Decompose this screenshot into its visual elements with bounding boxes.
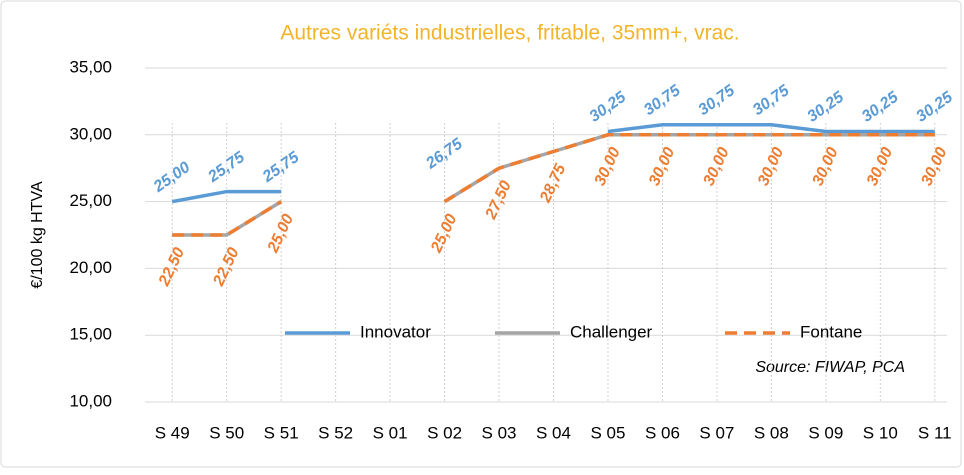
series-line bbox=[171, 123, 935, 204]
y-tick-label: 20,00 bbox=[69, 258, 112, 277]
y-tick-label: 10,00 bbox=[69, 391, 112, 410]
x-tick-label: S 52 bbox=[318, 423, 353, 442]
x-tick-label: S 10 bbox=[863, 423, 898, 442]
x-tick-label: S 50 bbox=[209, 423, 244, 442]
x-tick-label: S 06 bbox=[645, 423, 680, 442]
y-tick-label: 25,00 bbox=[69, 191, 112, 210]
source-note: Source: FIWAP, PCA bbox=[755, 359, 905, 376]
x-tick-label: S 07 bbox=[699, 423, 734, 442]
x-tick-label: S 04 bbox=[536, 423, 571, 442]
series-line bbox=[172, 133, 935, 237]
y-tick-label: 30,00 bbox=[69, 124, 112, 143]
x-tick-label: S 03 bbox=[482, 423, 517, 442]
x-tick-label: S 51 bbox=[264, 423, 299, 442]
x-tick-label: S 09 bbox=[808, 423, 843, 442]
x-tick-label: S 49 bbox=[155, 423, 190, 442]
y-tick-label: 35,00 bbox=[69, 57, 112, 76]
y-axis-label: €/100 kg HTVA bbox=[29, 181, 46, 289]
chart-title: Autres variéts industrielles, fritable, … bbox=[280, 22, 739, 45]
x-tick-label: S 05 bbox=[590, 423, 625, 442]
x-tick-label: S 08 bbox=[754, 423, 789, 442]
x-tick-label: S 01 bbox=[373, 423, 408, 442]
legend-label: Fontane bbox=[800, 322, 862, 341]
x-tick-label: S 11 bbox=[918, 423, 952, 442]
x-tick-label: S 02 bbox=[427, 423, 462, 442]
y-tick-label: 15,00 bbox=[69, 325, 112, 344]
legend-label: Innovator bbox=[360, 322, 431, 341]
legend-label: Challenger bbox=[570, 322, 653, 341]
